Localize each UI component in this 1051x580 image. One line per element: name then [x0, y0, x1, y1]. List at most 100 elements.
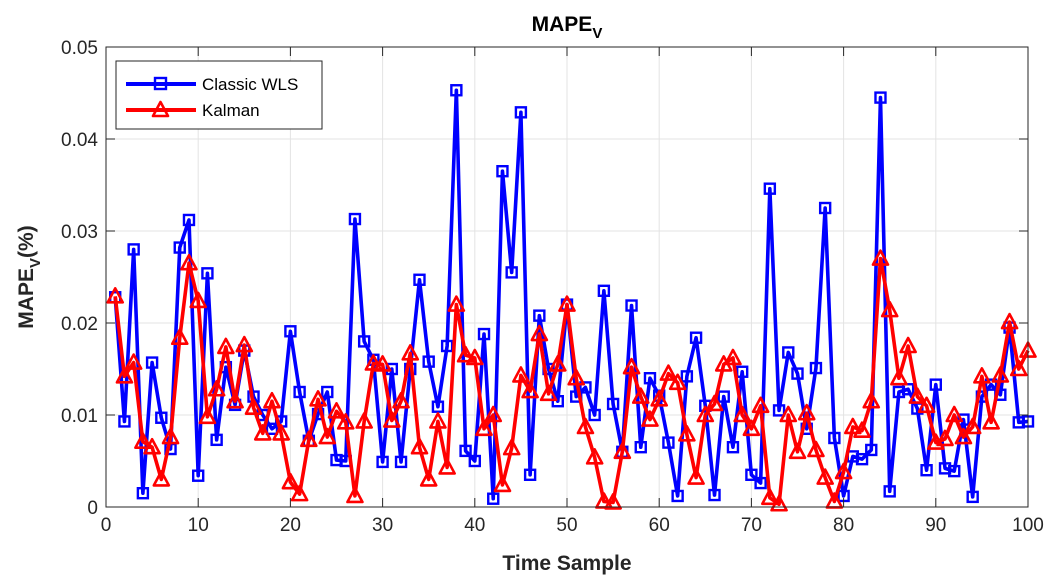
x-axis-label: Time Sample — [502, 552, 631, 575]
data-point-kalman — [788, 442, 807, 460]
data-point-kalman — [917, 396, 936, 414]
data-point-kalman — [1009, 359, 1028, 377]
data-point-classic-wls — [155, 411, 168, 424]
data-point-kalman — [724, 348, 742, 366]
data-point-kalman — [668, 373, 687, 391]
data-point-classic-wls — [505, 266, 518, 279]
data-point-kalman — [779, 405, 798, 423]
data-point-kalman — [475, 419, 493, 437]
y-tick-label: 0 — [87, 498, 98, 519]
data-point-kalman — [364, 354, 383, 371]
data-point-kalman — [124, 353, 143, 370]
data-point-kalman — [742, 419, 761, 437]
data-point-classic-wls — [772, 404, 786, 417]
data-point-kalman — [567, 368, 586, 386]
data-point-classic-wls — [791, 367, 804, 380]
data-point-classic-wls — [450, 84, 463, 97]
legend-marker-classic-wls — [153, 76, 168, 91]
data-point-kalman — [134, 432, 152, 449]
data-point-kalman — [336, 413, 355, 430]
ticks: 0 10 20 30 40 50 60 70 80 90 100 0 0.01 0.02 0.03 0.04 0… — [61, 38, 1044, 536]
data-point-classic-wls — [735, 365, 749, 378]
data-point-classic-wls — [957, 413, 970, 426]
data-point-kalman — [844, 417, 862, 435]
data-point-kalman — [548, 355, 567, 372]
data-point-classic-wls — [643, 372, 657, 385]
data-point-classic-wls — [588, 408, 601, 422]
data-point-classic-wls — [948, 464, 961, 478]
y-tick-label: 0.05 — [61, 38, 98, 59]
data-point-classic-wls — [422, 355, 435, 368]
data-point-kalman — [456, 345, 475, 363]
data-point-kalman — [309, 390, 327, 407]
data-point-classic-wls — [201, 267, 214, 280]
data-point-kalman — [613, 442, 632, 460]
data-point-classic-wls — [348, 212, 362, 226]
data-point-classic-wls — [182, 213, 196, 227]
data-point-kalman — [272, 424, 290, 441]
y-tick-label: 0.01 — [61, 406, 98, 427]
data-point-kalman — [300, 430, 318, 448]
data-point-classic-wls — [487, 492, 500, 505]
data-point-kalman — [761, 488, 779, 506]
data-point-classic-wls — [625, 299, 638, 312]
x-tick-label: 50 — [556, 515, 577, 536]
data-point-classic-wls — [579, 381, 592, 394]
data-point-kalman — [263, 391, 281, 409]
data-point-classic-wls — [966, 490, 979, 504]
data-point-kalman — [678, 425, 696, 442]
data-point-kalman — [226, 391, 244, 409]
data-point-kalman — [106, 287, 125, 304]
data-point-classic-wls — [477, 327, 491, 341]
data-point-kalman — [115, 367, 134, 384]
data-point-kalman — [207, 379, 226, 397]
data-point-classic-wls — [413, 273, 426, 286]
data-point-classic-wls — [634, 441, 647, 454]
data-point-kalman — [1000, 312, 1019, 330]
data-point-kalman — [235, 335, 254, 353]
data-point-classic-wls — [754, 476, 767, 490]
data-point-kalman — [447, 295, 466, 312]
data-point-kalman — [530, 324, 549, 342]
x-tick-label: 0 — [101, 515, 112, 536]
y-tick-label: 0.04 — [61, 130, 98, 151]
x-tick-label: 20 — [280, 515, 301, 536]
data-point-classic-wls — [745, 468, 758, 481]
data-point-kalman — [143, 437, 161, 455]
data-point-classic-wls — [357, 335, 371, 348]
legend: Classic WLS Kalman — [115, 60, 323, 130]
data-point-kalman — [908, 387, 927, 404]
data-point-classic-wls — [818, 201, 832, 215]
data-point-classic-wls — [514, 106, 528, 119]
data-point-kalman — [355, 412, 373, 429]
data-point-classic-wls — [191, 469, 205, 482]
data-point-kalman — [871, 249, 890, 266]
data-point-kalman — [521, 381, 539, 399]
data-point-classic-wls — [265, 422, 279, 435]
data-point-classic-wls — [173, 241, 186, 254]
data-point-kalman — [991, 366, 1010, 383]
data-point-kalman — [622, 357, 641, 375]
data-point-kalman — [465, 348, 484, 366]
data-point-kalman — [484, 405, 503, 423]
x-tick-label: 30 — [372, 515, 393, 536]
data-point-kalman — [687, 468, 705, 485]
series-kalman — [106, 249, 1037, 512]
y-axis-label: MAPEV(%) — [15, 225, 44, 328]
data-point-classic-wls — [606, 397, 620, 411]
data-point-kalman — [816, 468, 834, 485]
data-point-kalman — [189, 291, 207, 309]
data-point-kalman — [604, 493, 622, 510]
data-point-classic-wls — [855, 452, 869, 466]
data-point-classic-wls — [118, 415, 131, 428]
data-point-kalman — [705, 394, 724, 412]
series-layer — [106, 84, 1037, 512]
data-point-kalman — [502, 438, 521, 456]
legend-box — [115, 60, 323, 130]
data-point-classic-wls — [468, 454, 481, 468]
data-point-kalman — [899, 336, 917, 354]
data-point-classic-wls — [210, 433, 223, 447]
legend-label-classic-wls: Classic WLS — [202, 75, 298, 94]
data-point-classic-wls — [689, 331, 703, 344]
